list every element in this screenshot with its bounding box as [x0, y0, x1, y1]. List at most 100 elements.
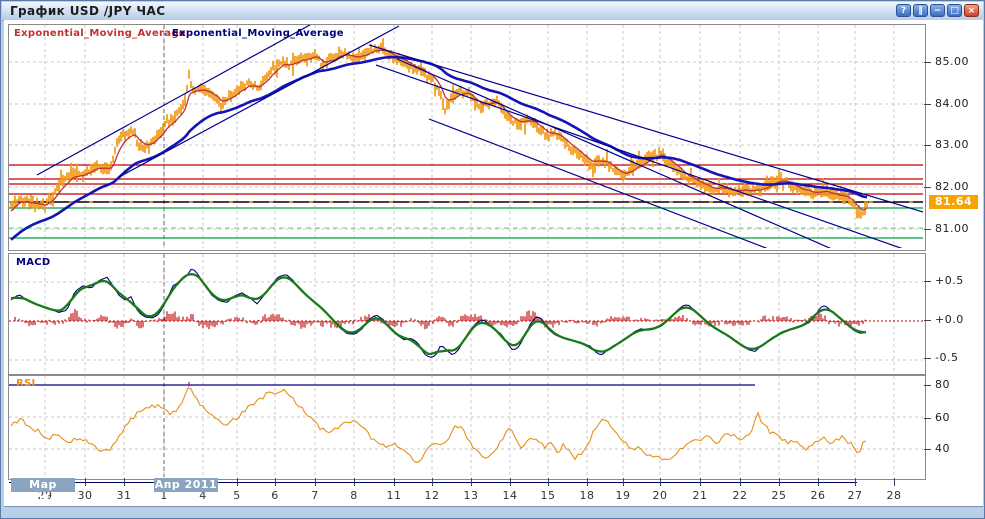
date-label: 30	[77, 489, 93, 502]
y-axis-tick	[924, 281, 931, 282]
y-axis-label: 40	[935, 442, 950, 455]
ema-label-fast: Exponential_Moving_Average	[14, 28, 186, 39]
date-label: 22	[732, 489, 748, 502]
date-label: 20	[652, 489, 668, 502]
time-axis-tick	[315, 478, 316, 486]
date-label: 19	[615, 489, 631, 502]
descending-trendline	[368, 44, 923, 213]
y-axis-label: 84.00	[935, 97, 969, 110]
time-axis-tick	[354, 478, 355, 486]
current-price-tag: 81.64	[929, 195, 978, 209]
date-label: 26	[810, 489, 826, 502]
y-axis-label: 81.00	[935, 222, 969, 235]
ema-slow-line	[10, 55, 868, 241]
ascending-trendline	[118, 25, 400, 178]
y-axis-tick	[924, 62, 931, 63]
y-axis-tick	[924, 385, 931, 386]
window-title: График USD /JPY ЧАС	[10, 4, 166, 18]
date-label: 4	[199, 489, 207, 502]
date-label: 25	[771, 489, 787, 502]
time-axis-tick	[275, 478, 276, 486]
date-label: 7	[311, 489, 319, 502]
y-axis-tick	[924, 187, 931, 188]
time-axis-tick	[855, 478, 856, 486]
pause-button[interactable]: ‖	[913, 4, 928, 17]
time-axis-tick	[432, 478, 433, 486]
macd-label: MACD	[16, 257, 51, 268]
y-axis-label: 85.00	[935, 55, 969, 68]
ascending-trendline	[36, 25, 311, 176]
date-label: 6	[271, 489, 279, 502]
date-label: 11	[386, 489, 402, 502]
y-axis-tick	[924, 320, 931, 321]
time-axis-tick	[237, 478, 238, 486]
rsi-chart-canvas	[9, 376, 923, 477]
time-axis-line	[9, 482, 857, 483]
y-axis-label: 80	[935, 378, 950, 391]
chart-client-area: Exponential_Moving_Average Exponential_M…	[4, 20, 983, 507]
ema-label-slow: Exponential_Moving_Average	[172, 28, 344, 39]
date-label: 5	[233, 489, 241, 502]
rsi-panel[interactable]	[8, 375, 926, 480]
window-buttons: ? ‖ − □ ×	[896, 4, 979, 17]
y-axis-tick	[924, 229, 931, 230]
date-label: 15	[540, 489, 556, 502]
y-axis-label: +0.0	[935, 313, 964, 326]
rsi-line	[10, 387, 867, 464]
date-label: 13	[463, 489, 479, 502]
price-panel[interactable]	[8, 24, 926, 251]
time-axis-tick	[124, 478, 125, 486]
date-label: 8	[350, 489, 358, 502]
time-axis-tick	[740, 478, 741, 486]
y-axis-tick	[924, 358, 931, 359]
y-axis-tick	[924, 145, 931, 146]
date-label: 18	[579, 489, 595, 502]
y-axis-label: -0.5	[935, 351, 959, 364]
descending-trendline	[428, 118, 768, 248]
time-axis-tick	[779, 478, 780, 486]
time-axis-tick	[623, 478, 624, 486]
macd-signal-line	[10, 268, 867, 358]
macd-chart-canvas	[9, 254, 923, 372]
month-badge: Апр 2011	[154, 478, 218, 492]
y-axis-label: 82.00	[935, 180, 969, 193]
date-label: 1	[160, 489, 168, 502]
y-axis-label: 83.00	[935, 138, 969, 151]
time-axis-tick	[700, 478, 701, 486]
help-button[interactable]: ?	[896, 4, 911, 17]
macd-histogram	[14, 308, 868, 330]
time-axis-tick	[548, 478, 549, 486]
date-label: 14	[502, 489, 518, 502]
y-axis-label: 60	[935, 411, 950, 424]
time-axis-tick	[818, 478, 819, 486]
macd-panel[interactable]	[8, 253, 926, 375]
y-axis-tick	[924, 449, 931, 450]
close-button[interactable]: ×	[964, 4, 979, 17]
y-axis-label: +0.5	[935, 274, 964, 287]
time-axis-tick	[894, 478, 895, 486]
maximize-button[interactable]: □	[947, 4, 962, 17]
date-label: 31	[116, 489, 132, 502]
price-chart-canvas	[9, 25, 923, 248]
candlesticks	[10, 38, 868, 219]
date-label: 29	[32, 489, 58, 502]
y-axis-tick	[924, 418, 931, 419]
date-label: 27	[847, 489, 863, 502]
ema-fast-line	[10, 49, 868, 212]
descending-trendline	[396, 58, 832, 248]
y-axis-tick	[924, 104, 931, 105]
time-axis-tick	[510, 478, 511, 486]
time-axis-tick	[471, 478, 472, 486]
time-axis-tick	[85, 478, 86, 486]
macd-main-line	[10, 273, 867, 356]
time-axis-tick	[660, 478, 661, 486]
title-bar[interactable]: График USD /JPY ЧАС ? ‖ − □ ×	[2, 2, 983, 21]
minimize-button[interactable]: −	[930, 4, 945, 17]
rsi-label: RSI	[16, 378, 36, 389]
date-label: 28	[886, 489, 902, 502]
descending-trendline	[375, 64, 903, 248]
month-badge: Мар 2011	[11, 478, 75, 505]
date-label: 12	[424, 489, 440, 502]
time-axis-tick	[394, 478, 395, 486]
